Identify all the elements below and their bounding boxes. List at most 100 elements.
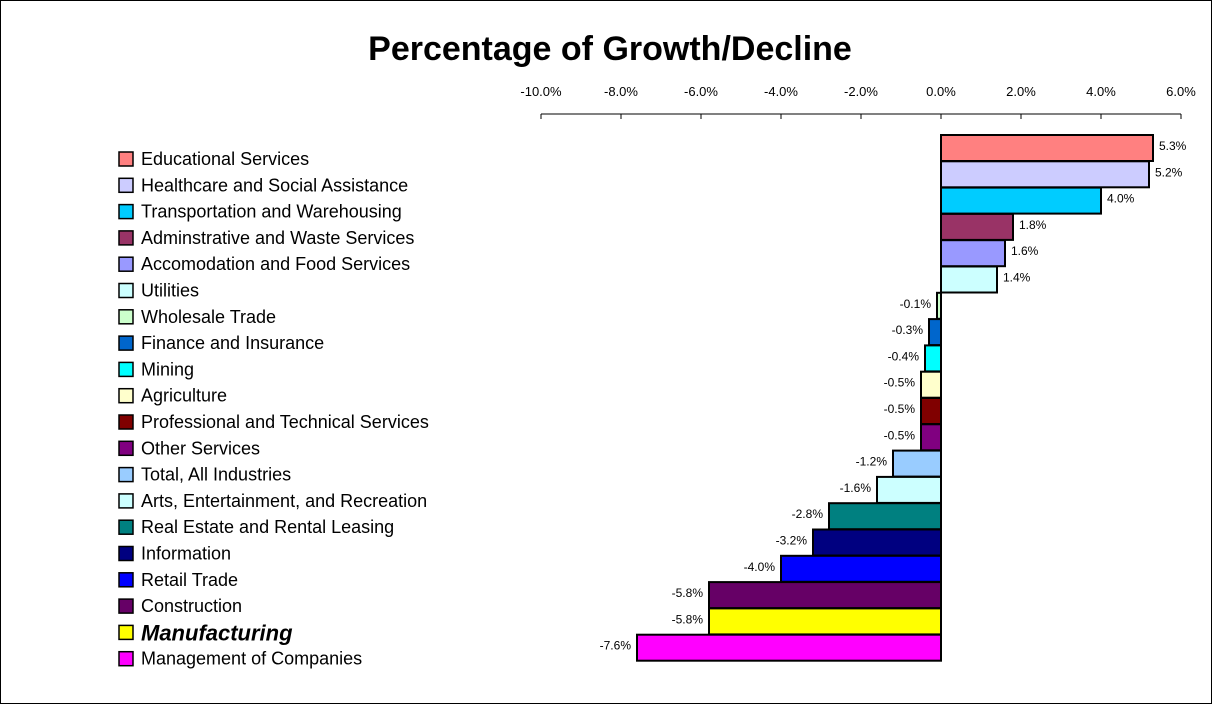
bar-retail-trade [780, 554, 942, 583]
bar-healthcare-and-social-assistance [940, 160, 1150, 189]
x-tick-label: -10.0% [520, 84, 562, 99]
legend-label: Agriculture [141, 386, 227, 406]
bar-total-all-industries [892, 449, 942, 478]
data-label: 1.6% [1011, 244, 1039, 258]
x-tick-label: 6.0% [1166, 84, 1196, 99]
bar-management-of-companies [636, 633, 942, 662]
legend-label: Finance and Insurance [141, 333, 324, 353]
legend-swatch [118, 282, 134, 299]
x-tick-label: -4.0% [764, 84, 798, 99]
bar-mining [924, 344, 942, 373]
legend-item: Utilities [118, 281, 199, 301]
x-tick-label: 2.0% [1006, 84, 1036, 99]
legend-item: Construction [118, 596, 242, 616]
legend-swatch [118, 493, 134, 509]
bar-professional-and-technical-services [920, 397, 942, 425]
legend-item: Educational Services [118, 149, 309, 169]
bar-information [812, 528, 942, 557]
legend-item: Finance and Insurance [118, 333, 324, 353]
legend-item: Professional and Technical Services [118, 412, 429, 432]
legend-item: Wholesale Trade [118, 307, 276, 327]
x-tick-label: -8.0% [604, 84, 638, 99]
data-label: -0.5% [884, 402, 916, 416]
legend-swatch [118, 151, 134, 167]
data-label: 4.0% [1107, 192, 1135, 206]
legend-label: Utilities [141, 281, 199, 301]
x-tick-label: 4.0% [1086, 84, 1116, 99]
legend-label: Transportation and Warehousing [141, 202, 402, 222]
bar-adminstrative-and-waste-services [940, 212, 1014, 241]
legend-label: Retail Trade [141, 570, 238, 590]
legend-item: Agriculture [118, 386, 227, 406]
legend-label: Educational Services [141, 149, 309, 169]
bar-wholesale-trade [936, 291, 942, 320]
data-label: -3.2% [776, 534, 808, 548]
data-label: -0.3% [892, 323, 924, 337]
data-label: -0.1% [900, 297, 932, 311]
legend-label: Other Services [141, 438, 260, 458]
data-label: 1.4% [1003, 271, 1031, 285]
legend-swatch [118, 177, 134, 194]
data-label: 5.3% [1159, 139, 1187, 153]
legend-swatch [118, 309, 134, 325]
legend-label: Arts, Entertainment, and Recreation [141, 491, 427, 511]
legend-item: Transportation and Warehousing [118, 202, 402, 222]
legend-swatch [118, 519, 134, 535]
legend-label: Total, All Industries [141, 465, 291, 485]
data-label: -2.8% [792, 507, 824, 521]
data-label: -1.6% [840, 481, 872, 495]
legend-swatch [118, 545, 134, 562]
legend-item: Information [118, 544, 231, 564]
legend-swatch [118, 624, 134, 641]
legend-label: Management of Companies [141, 649, 362, 669]
x-tick-label: -6.0% [684, 84, 718, 99]
legend-label: Healthcare and Social Assistance [141, 175, 408, 195]
legend-swatch [118, 230, 134, 246]
bar-construction [708, 581, 942, 610]
x-tick-label: -2.0% [844, 84, 878, 99]
legend-label: Information [141, 544, 231, 564]
legend-swatch [118, 203, 134, 220]
legend-swatch [118, 387, 134, 404]
legend-item: Accomodation and Food Services [118, 254, 410, 274]
data-label: 1.8% [1019, 218, 1047, 232]
bar-real-estate-and-rental-leasing [828, 502, 942, 531]
legend-swatch [118, 440, 134, 457]
data-label: -0.5% [884, 376, 916, 390]
data-label: -5.8% [672, 586, 704, 600]
x-tick-label: 0.0% [926, 84, 956, 99]
legend-label: Adminstrative and Waste Services [141, 228, 414, 248]
legend-swatch [118, 256, 134, 272]
bar-transportation-and-warehousing [940, 186, 1102, 215]
legend-swatch [118, 414, 134, 430]
legend-item: Adminstrative and Waste Services [118, 228, 414, 248]
data-label: 5.2% [1155, 165, 1183, 179]
legend-label: Mining [141, 359, 194, 379]
data-label: -0.5% [884, 428, 916, 442]
legend-label: Wholesale Trade [141, 307, 276, 327]
legend-item: Manufacturing [118, 620, 293, 645]
legend-swatch [118, 361, 134, 378]
bar-manufacturing [708, 607, 942, 636]
bar-accomodation-and-food-services [940, 239, 1006, 268]
legend-item: Arts, Entertainment, and Recreation [118, 491, 427, 511]
legend-swatch [118, 572, 134, 588]
legend-swatch [118, 650, 134, 667]
legend-swatch [118, 466, 134, 483]
x-axis: -10.0% -8.0% -6.0% -4.0% -2.0% 0.0% 2.0% 4.0% 6.… [520, 84, 1196, 119]
legend-item: Real Estate and Rental Leasing [118, 517, 394, 537]
legend-item: Total, All Industries [118, 465, 291, 485]
legend: Educational Services Healthcare and Socia… [118, 149, 429, 669]
legend-label: Professional and Technical Services [141, 412, 429, 432]
chart-title: Percentage of Growth/Decline [368, 30, 852, 68]
data-label: -5.8% [672, 612, 704, 626]
legend-label: Construction [141, 596, 242, 616]
legend-label: Manufacturing [141, 620, 293, 645]
legend-item: Management of Companies [118, 649, 362, 669]
legend-label: Real Estate and Rental Leasing [141, 517, 394, 537]
bars: 5.3% 5.2% 4.0% 1.8% 1.6% 1.4% -0.1% -0.3% -0.4% -… [600, 134, 1187, 662]
bar-other-services [920, 423, 942, 452]
data-label: -7.6% [600, 639, 632, 653]
bar-agriculture [920, 370, 942, 399]
